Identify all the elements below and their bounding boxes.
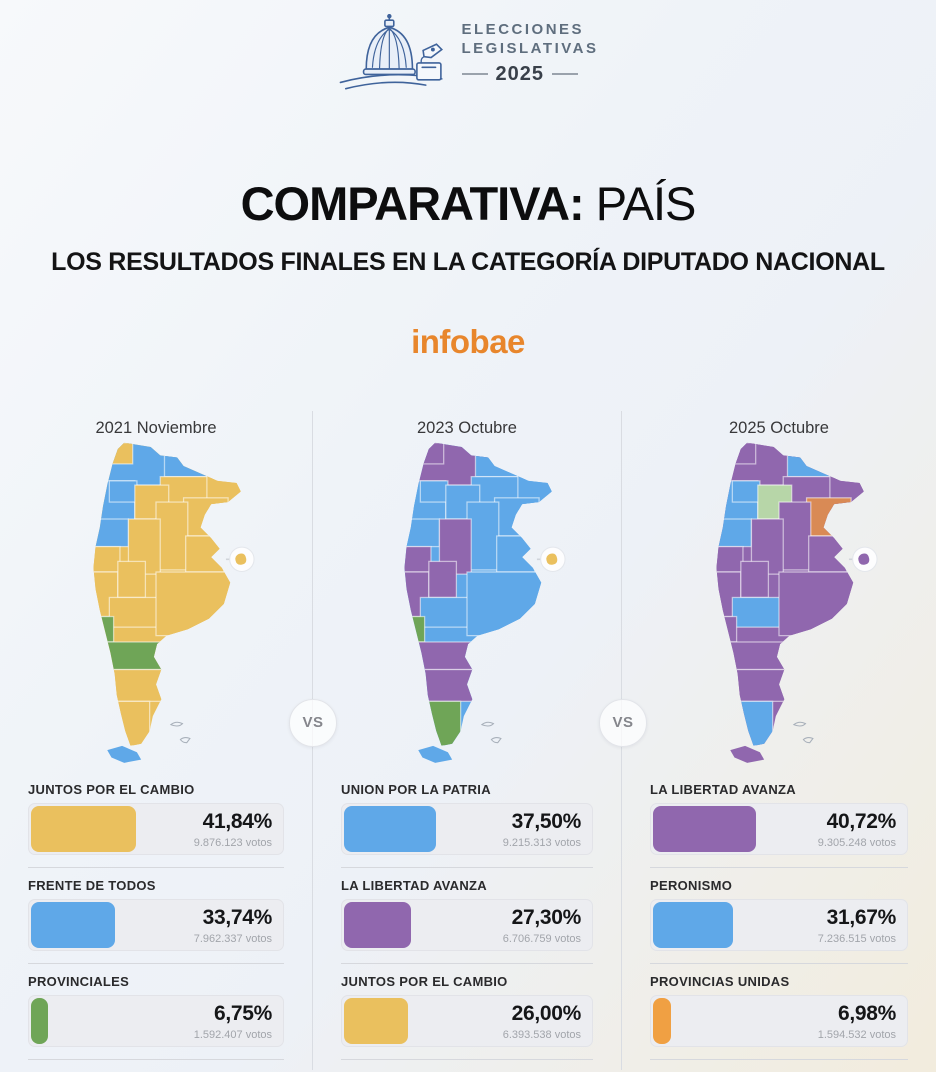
percent-value: 41,84%	[202, 809, 273, 833]
column-2023: 2023 Octubre UNION POR LA PATRIA 37,50% …	[312, 410, 622, 1070]
stat-row: JUNTOS POR EL CAMBIO 26,00% 6.393.538 vo…	[341, 974, 593, 1060]
vs-badge-left: VS	[289, 698, 337, 747]
elections-logo-text: ELECCIONES LEGISLATIVAS 2025	[461, 21, 599, 87]
votes-value: 1.592.407 votos	[193, 1028, 272, 1041]
party-label: PROVINCIALES	[28, 973, 130, 989]
party-label: FRENTE DE TODOS	[28, 877, 156, 893]
bar-fill	[344, 805, 437, 852]
stat-row: PROVINCIALES 6,75% 1.592.407 votos	[28, 974, 284, 1060]
votes-value: 1.594.532 votos	[817, 1028, 896, 1041]
argentina-choropleth-map-2023	[404, 442, 566, 763]
column-2025: 2025 Octubre LA LIBERTAD AVANZA 40,72% 9…	[622, 411, 936, 1070]
stat-row: PERONISMO 31,67% 7.236.515 votos	[650, 878, 908, 964]
vs-badge-right: VS	[599, 698, 647, 747]
bar-fill	[344, 901, 412, 948]
party-label: JUNTOS POR EL CAMBIO	[341, 973, 508, 989]
bar-fill	[653, 901, 733, 948]
percent-value: 6,75%	[213, 1001, 272, 1025]
party-label: PERONISMO	[650, 877, 733, 893]
title-regular: PAÍS	[595, 177, 697, 230]
bar-track: 6,98% 1.594.532 votos	[650, 994, 908, 1047]
bar-track: 6,75% 1.592.407 votos	[28, 994, 284, 1047]
map-wrap-2025	[624, 442, 934, 772]
elections-logo: ELECCIONES LEGISLATIVAS 2025	[0, 0, 936, 98]
bar-fill	[653, 997, 671, 1044]
infobae-brand: infobae	[411, 322, 525, 360]
bar-text: 37,50% 9.215.313 votos	[502, 809, 582, 849]
votes-value: 9.876.123 votos	[193, 836, 272, 849]
bar-track: 27,30% 6.706.759 votos	[341, 898, 593, 951]
bar-text: 6,75% 1.592.407 votos	[193, 1001, 273, 1041]
stat-row: JUNTOS POR EL CAMBIO 41,84% 9.876.123 vo…	[28, 782, 284, 868]
bar-fill	[653, 805, 756, 852]
bar-track: 33,74% 7.962.337 votos	[28, 898, 284, 951]
bar-fill	[31, 805, 136, 852]
votes-value: 9.305.248 votos	[817, 836, 896, 849]
percent-value: 27,30%	[511, 905, 582, 929]
bar-fill	[31, 901, 116, 948]
bar-fill	[31, 997, 48, 1044]
stat-row: FRENTE DE TODOS 33,74% 7.962.337 votos	[28, 878, 284, 964]
argentina-choropleth-map-2025	[716, 442, 878, 763]
bar-track: 26,00% 6.393.538 votos	[341, 994, 593, 1047]
column-header-2025: 2025 Octubre	[729, 418, 829, 437]
bar-text: 26,00% 6.393.538 votos	[502, 1001, 582, 1041]
percent-value: 40,72%	[826, 809, 897, 833]
page-title: COMPARATIVA: PAÍS	[0, 178, 936, 230]
column-header-2021: 2021 Noviembre	[95, 418, 217, 437]
argentina-choropleth-map-2021	[93, 442, 255, 763]
bar-track: 41,84% 9.876.123 votos	[28, 802, 284, 855]
title-bold: COMPARATIVA:	[240, 177, 585, 230]
percent-value: 31,67%	[826, 905, 897, 929]
logo-year: 2025	[495, 62, 545, 85]
congress-dome-ballot-icon	[339, 14, 443, 90]
logo-year-row: 2025	[461, 62, 599, 87]
bar-text: 33,74% 7.962.337 votos	[193, 905, 273, 945]
votes-value: 6.393.538 votos	[502, 1028, 581, 1041]
votes-value: 7.962.337 votos	[193, 932, 272, 945]
map-wrap-2021	[2, 442, 310, 772]
dash-left	[461, 73, 488, 76]
stats-2023: UNION POR LA PATRIA 37,50% 9.215.313 vot…	[315, 772, 619, 1060]
percent-value: 26,00%	[511, 1001, 582, 1025]
percent-value: 37,50%	[511, 809, 582, 833]
map-wrap-2023	[315, 442, 619, 772]
logo-line1: ELECCIONES	[461, 21, 585, 39]
votes-value: 9.215.313 votos	[502, 836, 581, 849]
bar-text: 27,30% 6.706.759 votos	[502, 905, 582, 945]
column-2021: 2021 Noviembre JUNTOS POR EL CAMBIO 41,8…	[0, 411, 312, 1070]
bar-track: 40,72% 9.305.248 votos	[650, 802, 908, 855]
bar-fill	[344, 997, 408, 1044]
party-label: PROVINCIAS UNIDAS	[650, 973, 790, 989]
votes-value: 7.236.515 votos	[817, 932, 896, 945]
column-header-2023: 2023 Octubre	[417, 418, 517, 437]
stats-2025: LA LIBERTAD AVANZA 40,72% 9.305.248 voto…	[624, 772, 934, 1060]
bar-text: 41,84% 9.876.123 votos	[193, 809, 273, 849]
comparison-section: 2021 Noviembre JUNTOS POR EL CAMBIO 41,8…	[0, 410, 936, 1070]
stat-row: UNION POR LA PATRIA 37,50% 9.215.313 vot…	[341, 782, 593, 868]
dash-right	[552, 73, 579, 76]
page-subtitle: LOS RESULTADOS FINALES EN LA CATEGORÍA D…	[51, 247, 885, 276]
party-label: UNION POR LA PATRIA	[341, 781, 491, 797]
party-label: JUNTOS POR EL CAMBIO	[28, 781, 195, 797]
percent-value: 33,74%	[202, 905, 273, 929]
stat-row: PROVINCIAS UNIDAS 6,98% 1.594.532 votos	[650, 974, 908, 1060]
stats-2021: JUNTOS POR EL CAMBIO 41,84% 9.876.123 vo…	[2, 772, 310, 1060]
party-label: LA LIBERTAD AVANZA	[650, 781, 796, 797]
bar-text: 40,72% 9.305.248 votos	[817, 809, 897, 849]
stat-row: LA LIBERTAD AVANZA 40,72% 9.305.248 voto…	[650, 782, 908, 868]
bar-text: 6,98% 1.594.532 votos	[817, 1001, 897, 1041]
party-label: LA LIBERTAD AVANZA	[341, 877, 487, 893]
logo-line2: LEGISLATIVAS	[461, 40, 599, 57]
bar-track: 37,50% 9.215.313 votos	[341, 802, 593, 855]
percent-value: 6,98%	[837, 1001, 896, 1025]
bar-track: 31,67% 7.236.515 votos	[650, 898, 908, 951]
bar-text: 31,67% 7.236.515 votos	[817, 905, 897, 945]
stat-row: LA LIBERTAD AVANZA 27,30% 6.706.759 voto…	[341, 878, 593, 964]
votes-value: 6.706.759 votos	[502, 932, 581, 945]
